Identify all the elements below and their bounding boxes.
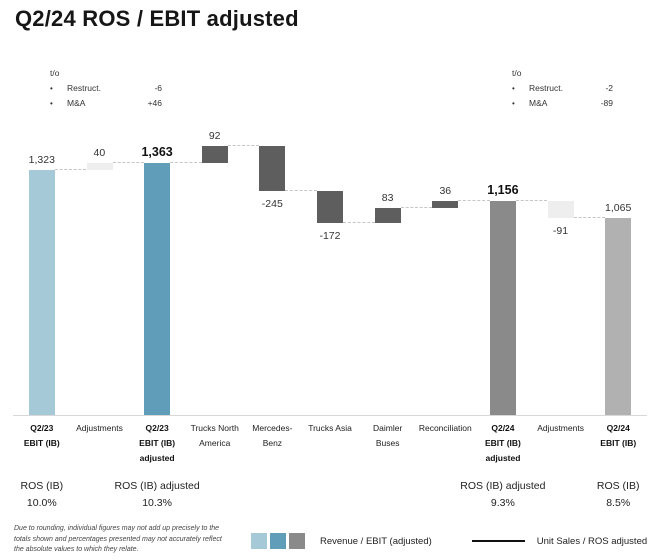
bar-q223-ebitib-adjusted [144,162,171,415]
legend-label-revenue-ebit: Revenue / EBIT (adjusted) [320,535,432,547]
bar-q224-ebitib-adjusted [489,201,516,415]
bar-value-label: -172 [319,229,341,242]
x-axis-label: Trucks Asia [308,423,352,433]
annotation-label: Restruct. [529,83,564,93]
legend: Revenue / EBIT (adjusted) Unit Sales / R… [251,532,647,550]
bullet-icon: • [50,84,53,93]
bar-value-label: 36 [439,184,452,197]
annotation-row: • M&A -89 [512,98,613,108]
waterfall-connector [227,144,260,146]
annotation-label: Restruct. [67,83,102,93]
bar-value-label: 1,323 [28,154,55,167]
waterfall-connector [285,190,317,192]
annotation-row: • Restruct. -6 [50,83,162,93]
waterfall-connector [573,216,606,218]
x-axis-label: Adjustments [537,423,584,433]
takeover-note-left: t/o • Restruct. -6 • M&A +46 [50,68,162,108]
takeover-heading-right: t/o [512,68,522,78]
annotation-row: • M&A +46 [50,98,162,108]
takeover-heading-left: t/o [50,68,60,78]
bar-adjustments [547,201,574,218]
annotation-value: -2 [605,83,613,93]
waterfall-connector [170,161,202,163]
annotation-label: M&A [529,98,548,108]
waterfall-connector [54,169,87,171]
legend-swatch-light-blue-icon [251,533,267,549]
waterfall-connector [515,200,548,202]
bar-value-label: 1,065 [605,201,632,214]
bar-value-label: 40 [93,146,106,159]
bar-q223-ebitib [28,170,55,415]
annotation-value: -6 [154,83,162,93]
x-axis-label: Reconciliation [418,423,472,433]
waterfall-connector [343,221,375,223]
x-axis-label: Trucks North America [190,423,239,448]
x-axis-label: Adjustments [76,423,123,433]
x-axis-label: Daimler Buses [373,423,403,448]
bar-reconciliation [432,200,459,208]
bar-value-label: 92 [208,129,221,142]
ros-label: ROS (IB) 8.5% [596,480,640,509]
legend-line-icon [471,540,525,542]
x-axis-line [13,415,647,416]
ros-label: ROS (IB) adjusted 10.3% [114,480,200,509]
bullet-icon: • [512,84,515,93]
bar-adjustments [86,162,113,171]
legend-swatch-gray-icon [289,533,305,549]
bullet-icon: • [512,99,515,108]
waterfall-connector [112,161,145,163]
legend-label-unit-sales-ros: Unit Sales / ROS adjusted [536,535,648,547]
bar-value-label: 1,156 [487,183,519,198]
waterfall-connector [400,206,433,208]
waterfall-connector [458,199,490,201]
ros-label: ROS (IB) 10.0% [20,480,64,509]
bar-value-label: 83 [381,191,394,204]
ros-row: ROS (IB) 10.0% ROS (IB) adjusted 10.3% ROS (… [13,478,647,518]
legend-swatch-teal-icon [270,533,286,549]
takeover-note-right: t/o • Restruct. -2 • M&A -89 [512,68,613,108]
x-axis-labels: Q2/23 EBIT (IB) Adjustments Q2/23 EBIT (IB) a… [13,421,647,466]
footnote: Due to rounding, individual figures may … [14,525,222,553]
bar-q224-ebitib [605,217,632,415]
page-title: Q2/24 ROS / EBIT adjusted [15,6,299,31]
bar-daimler-buses [374,207,401,223]
annotation-value: +46 [147,98,162,108]
x-axis-label: Q2/23 EBIT (IB) adjusted [139,423,176,463]
bar-value-label: 1,363 [141,144,173,159]
x-axis-label: Mercedes- Benz [252,423,293,448]
waterfall-chart: 1,323 40 1,363 92 -245 -172 83 36 1,156 -91 1,065 [13,130,647,415]
bar-value-label: -245 [261,198,283,211]
annotation-value: -89 [600,98,613,108]
annotation-label: M&A [67,98,86,108]
x-axis-label: Q2/24 EBIT (IB) adjusted [485,423,521,463]
bar-value-label: -91 [552,224,569,237]
x-axis-label: Q2/24 EBIT (IB) [600,423,637,448]
annotation-row: • Restruct. -2 [512,83,613,93]
bar-mercedes--benz [259,145,286,192]
x-axis-label: Q2/23 EBIT (IB) [23,423,60,448]
ros-label: ROS (IB) adjusted 9.3% [460,480,546,509]
bar-trucksnorth-america [201,145,228,163]
bar-trucksasia [317,191,343,223]
bullet-icon: • [50,99,53,108]
